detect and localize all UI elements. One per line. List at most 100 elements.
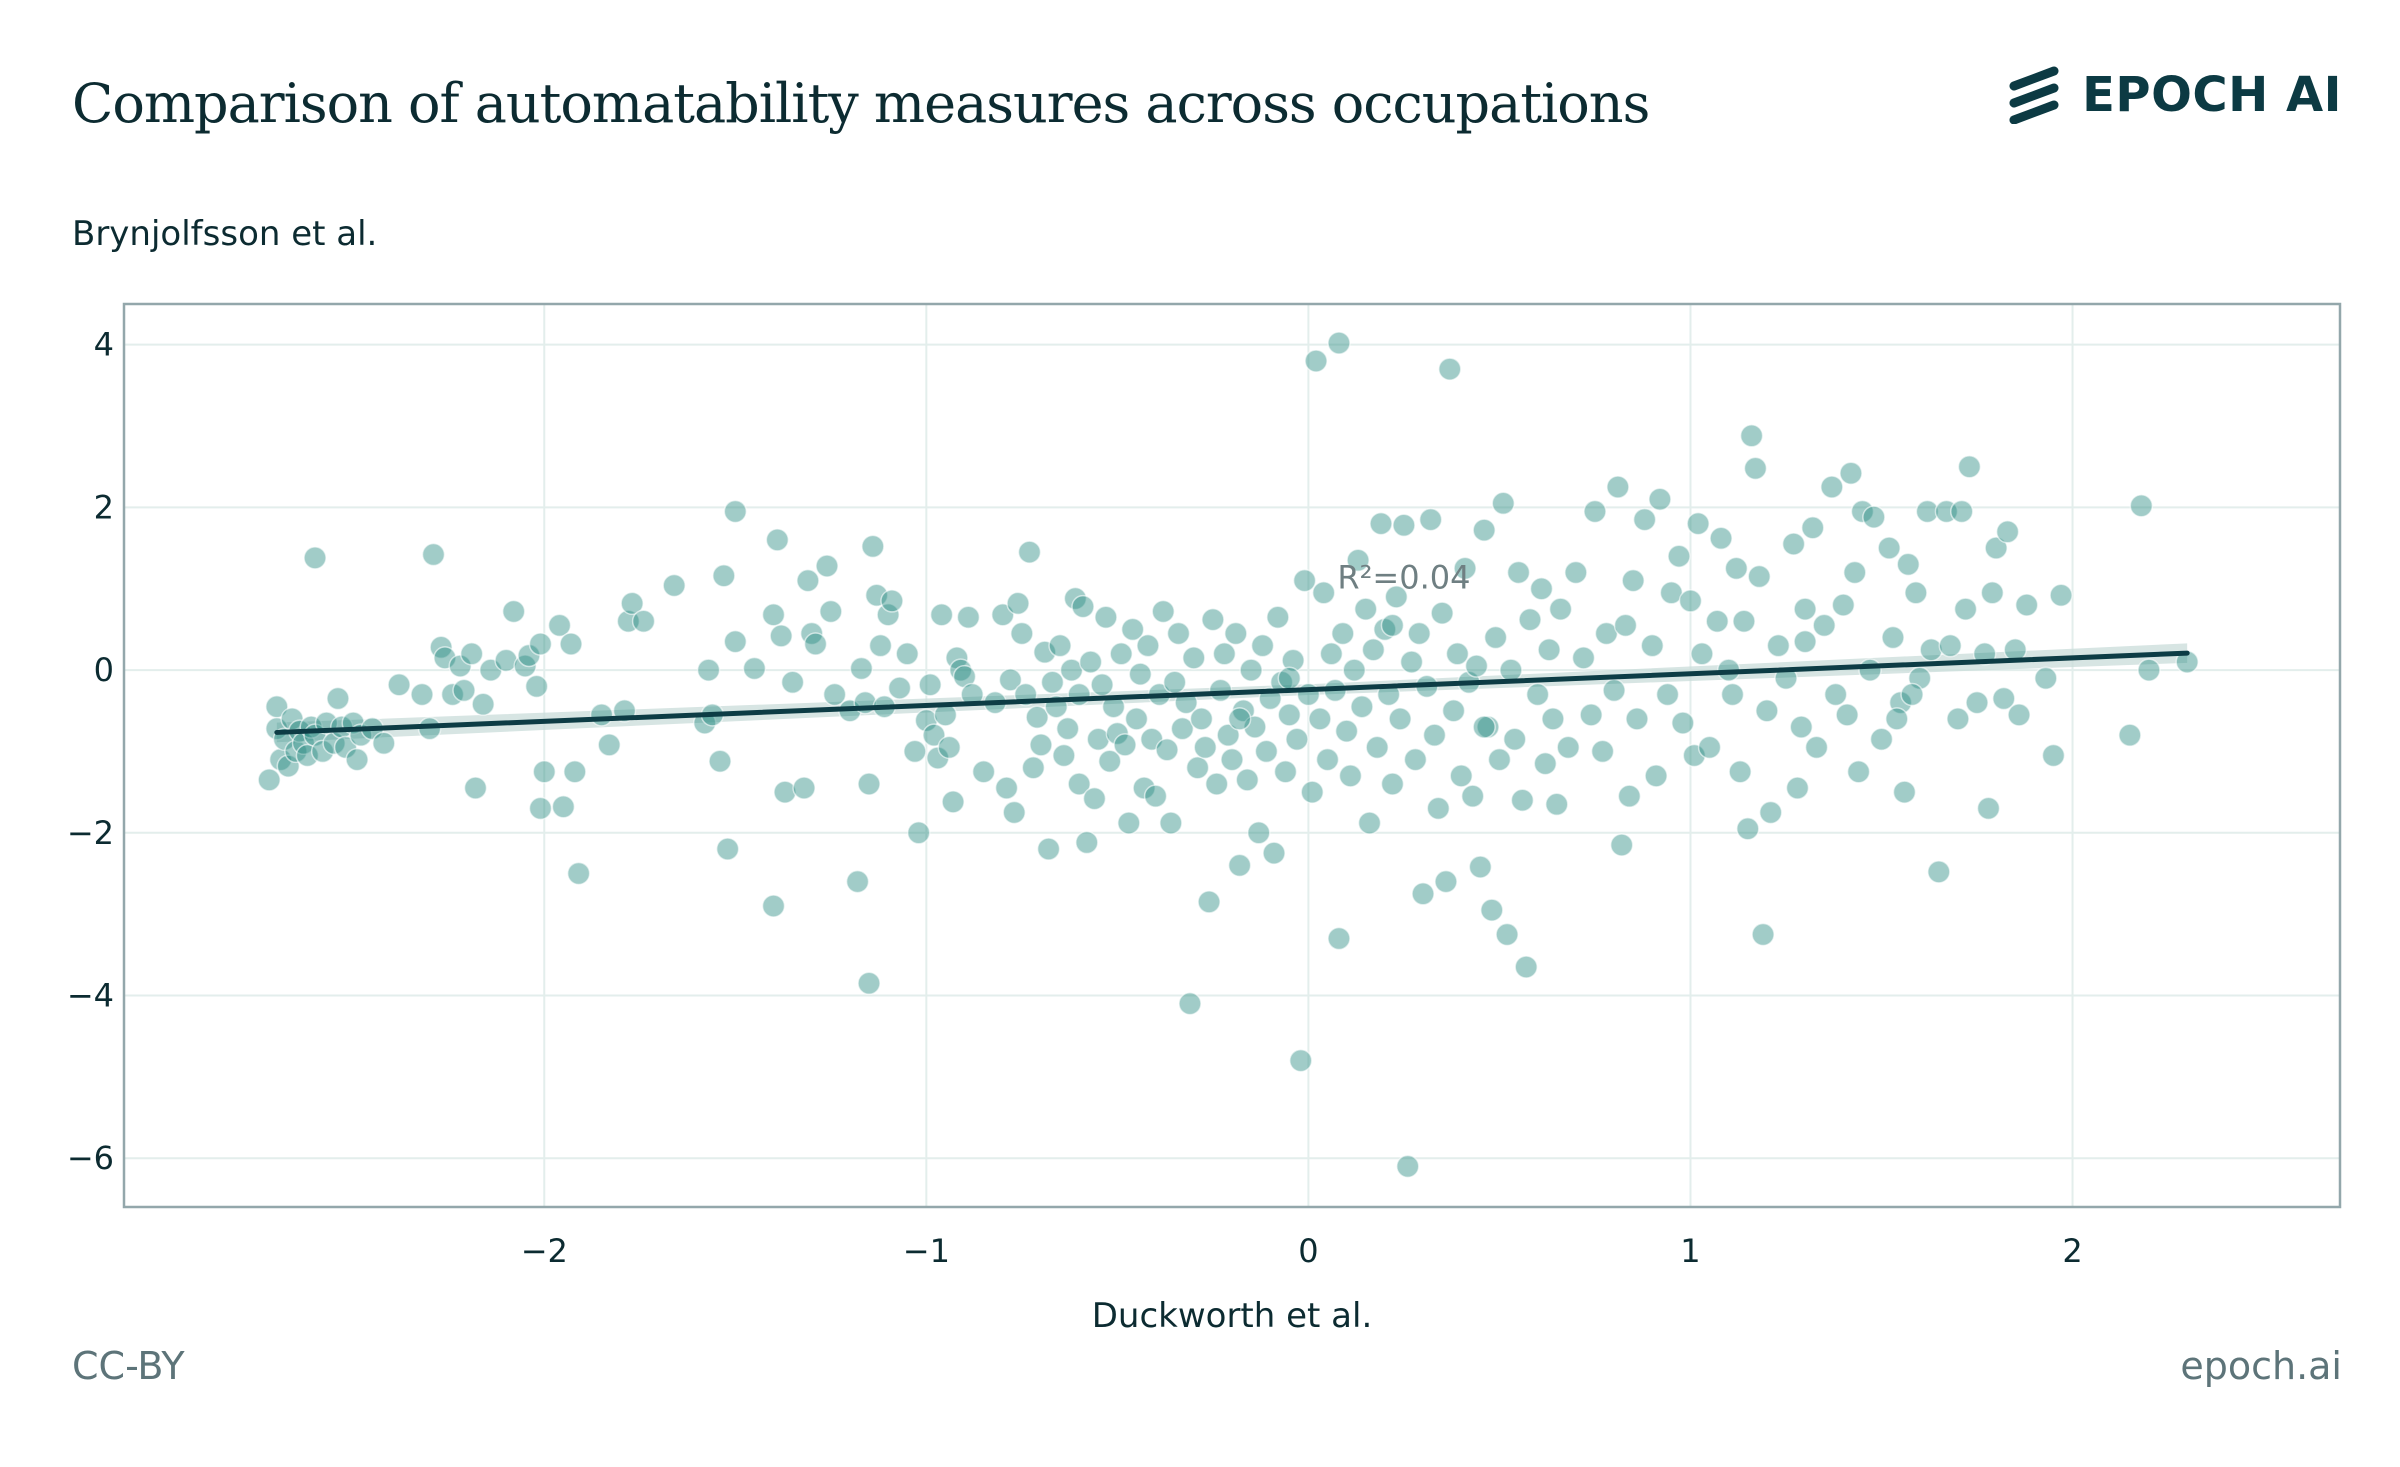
data-point	[1541, 707, 1565, 731]
data-point	[1919, 637, 1943, 662]
data-point	[1992, 686, 2016, 711]
data-point	[1862, 505, 1886, 529]
y-tick-label: 2	[94, 488, 114, 526]
data-point	[1277, 703, 1302, 727]
data-point	[1105, 721, 1130, 746]
data-point	[1197, 890, 1221, 914]
data-point	[1785, 776, 1810, 800]
data-point	[1881, 625, 1905, 650]
data-point	[1781, 532, 1806, 556]
data-point	[1502, 727, 1527, 751]
data-point	[1365, 735, 1389, 760]
data-point	[1189, 707, 1214, 731]
data-point	[1950, 499, 1974, 524]
data-point	[2041, 743, 2066, 768]
data-point	[1246, 821, 1271, 845]
data-point	[1327, 926, 1351, 951]
data-point	[1262, 841, 1286, 865]
data-point	[922, 723, 946, 747]
data-point	[1357, 811, 1382, 835]
data-point	[1843, 560, 1867, 585]
data-point	[1006, 591, 1030, 616]
data-point	[1388, 707, 1412, 731]
data-point	[1422, 723, 1447, 747]
data-point	[1243, 715, 1267, 739]
data-point	[708, 749, 732, 773]
data-point	[895, 642, 919, 666]
x-tick-label: −1	[903, 1232, 950, 1270]
data-point	[1438, 357, 1462, 381]
data-point	[1625, 707, 1649, 731]
data-point	[1090, 672, 1114, 697]
data-point	[1590, 739, 1615, 764]
data-point	[1831, 593, 1856, 617]
data-point	[589, 703, 614, 727]
data-point	[1075, 830, 1099, 855]
data-point	[1682, 743, 1707, 768]
site-link[interactable]: epoch.ai	[2180, 1344, 2342, 1388]
data-point	[1453, 556, 1477, 581]
data-point	[1338, 764, 1363, 788]
data-point	[868, 633, 893, 658]
data-point	[1483, 625, 1508, 650]
data-point	[1946, 707, 1970, 731]
data-point	[257, 768, 281, 792]
data-point	[1036, 837, 1061, 861]
data-point	[1487, 747, 1512, 772]
data-point	[2007, 703, 2031, 727]
data-point	[421, 542, 446, 567]
data-point	[822, 682, 847, 707]
data-point	[1201, 607, 1225, 632]
data-point	[1266, 605, 1290, 629]
data-point	[1067, 682, 1091, 707]
data-point	[2049, 583, 2073, 607]
data-point	[559, 632, 583, 656]
data-point	[1632, 507, 1657, 532]
data-point	[712, 563, 736, 588]
data-point	[310, 739, 335, 764]
data-point	[1048, 633, 1072, 658]
brand-name: EPOCH AI	[2082, 67, 2342, 123]
data-point	[1571, 646, 1596, 670]
data-point	[1055, 716, 1080, 741]
data-point	[1858, 658, 1882, 682]
data-point	[1136, 633, 1160, 658]
data-point	[1086, 727, 1111, 751]
data-point	[1193, 735, 1218, 760]
data-point	[1029, 733, 1053, 757]
r-squared-annotation: R²=0.04	[1337, 559, 1470, 597]
data-point	[2034, 666, 2058, 690]
data-point	[929, 603, 954, 627]
data-point	[1579, 703, 1603, 727]
data-point	[1331, 621, 1355, 646]
data-point	[1499, 658, 1523, 682]
data-point	[1705, 609, 1729, 634]
data-point	[1736, 816, 1760, 841]
epoch-ai-logo[interactable]: EPOCH AI	[2006, 66, 2342, 124]
data-point	[326, 686, 350, 711]
data-point	[1556, 735, 1580, 760]
data-point	[1724, 556, 1749, 581]
data-point	[971, 760, 996, 784]
data-point	[1957, 454, 1982, 479]
data-point	[1850, 499, 1875, 524]
data-point	[1720, 682, 1745, 707]
data-point	[1606, 475, 1630, 499]
data-point	[1281, 648, 1305, 673]
data-point	[1025, 705, 1049, 730]
data-point	[1304, 349, 1328, 373]
y-tick-label: −6	[67, 1139, 114, 1177]
data-point	[1464, 654, 1489, 678]
data-point	[1835, 703, 1859, 727]
data-point	[948, 658, 973, 682]
data-point	[1392, 513, 1416, 538]
data-point	[1709, 526, 1733, 551]
data-point	[1353, 597, 1378, 621]
data-point	[1877, 536, 1901, 560]
data-point	[2118, 723, 2142, 747]
data-point	[1804, 735, 1829, 760]
x-tick-label: 1	[1680, 1232, 1700, 1270]
data-point	[1686, 511, 1710, 536]
data-point	[1350, 694, 1374, 719]
